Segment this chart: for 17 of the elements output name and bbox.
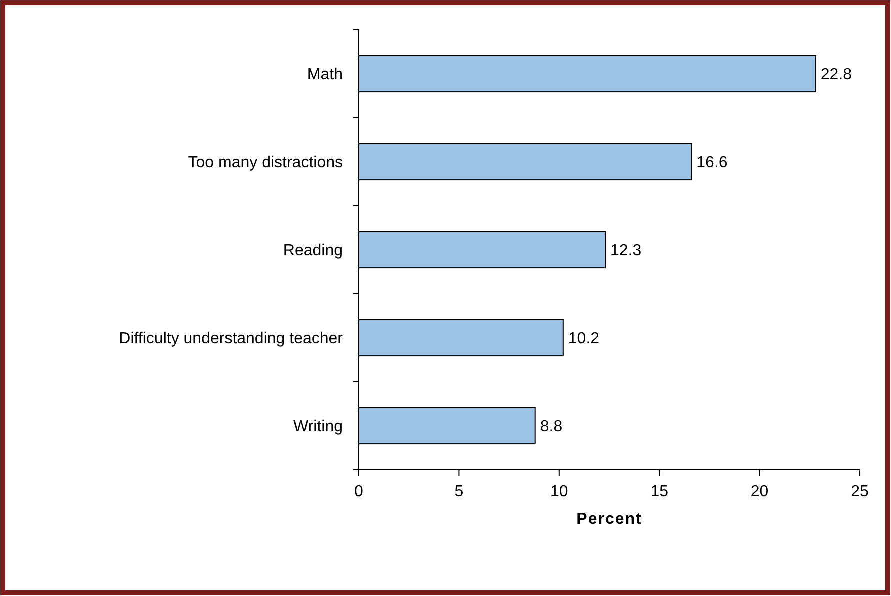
y-tick-label: Writing (294, 418, 343, 436)
data-label: 16.6 (696, 154, 728, 172)
y-tick-label: Difficulty understanding teacher (119, 330, 344, 348)
x-tick-label: 25 (851, 484, 869, 501)
x-tick-label: 15 (650, 484, 669, 501)
data-label: 10.2 (568, 330, 600, 348)
y-tick-label: Math (307, 66, 343, 84)
y-tick-label: Reading (283, 242, 343, 260)
x-tick-label: 5 (454, 484, 464, 501)
y-tick-label: Too many distractions (188, 154, 343, 172)
data-label: 22.8 (820, 66, 852, 84)
x-tick-label: 10 (550, 484, 568, 501)
data-label: 12.3 (610, 242, 642, 260)
x-axis-title: Percent (576, 511, 642, 528)
x-tick-label: 20 (750, 484, 769, 501)
data-label: 8.8 (540, 418, 563, 436)
x-tick-label: 0 (354, 484, 364, 501)
